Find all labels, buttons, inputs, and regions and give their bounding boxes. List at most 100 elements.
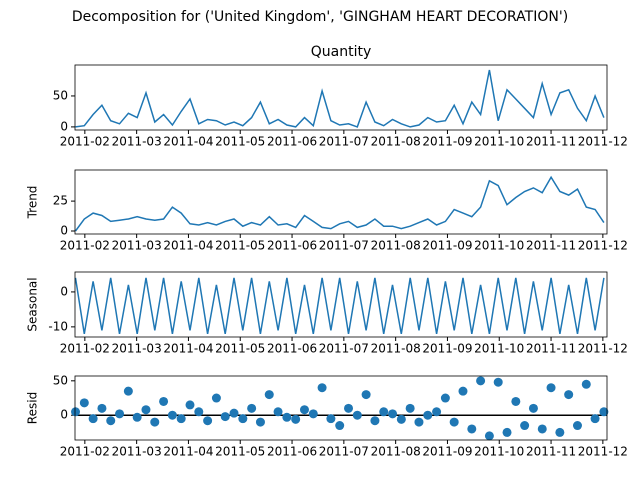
point (370, 416, 380, 426)
x-tick-label: 2011-06 (267, 342, 317, 356)
point (97, 403, 107, 413)
point (520, 421, 530, 431)
point (493, 377, 503, 387)
x-tick-label: 2011-03 (112, 342, 162, 356)
y-tick-label: -10 (48, 319, 68, 333)
point (203, 416, 213, 426)
x-tick-label: 2011-10 (474, 342, 524, 356)
x-tick-label: 2011-11 (526, 135, 576, 149)
line (74, 277, 605, 335)
point (220, 412, 230, 422)
point (344, 403, 354, 413)
point (282, 412, 292, 422)
y-tick-label: 50 (53, 88, 68, 102)
x-tick-label: 2011-10 (474, 445, 524, 459)
x-tick-label: 2011-02 (60, 135, 110, 149)
point (528, 403, 538, 413)
point (291, 414, 301, 424)
point (238, 414, 248, 424)
x-tick-label: 2011-11 (526, 239, 576, 253)
x-tick-label: 2011-08 (371, 445, 421, 459)
point (106, 416, 116, 426)
x-tick-label: 2011-12 (578, 342, 628, 356)
x-tick-label: 2011-07 (319, 342, 369, 356)
point (546, 383, 556, 393)
axes-frame (74, 64, 608, 131)
point (150, 417, 160, 427)
point (555, 427, 565, 437)
point (194, 407, 204, 417)
point (564, 390, 574, 400)
axes-frame (74, 271, 608, 338)
point (396, 414, 406, 424)
axes-frame (74, 375, 608, 441)
x-tick-label: 2011-12 (578, 239, 628, 253)
point (572, 421, 582, 431)
figure-title: Decomposition for ('United Kingdom', 'GI… (72, 9, 568, 25)
point (423, 410, 433, 420)
x-tick-label: 2011-06 (267, 135, 317, 149)
point (590, 414, 600, 424)
x-tick-label: 2011-02 (60, 239, 110, 253)
x-tick-label: 2011-07 (319, 239, 369, 253)
point (388, 409, 398, 419)
point (379, 407, 389, 417)
point (211, 393, 221, 403)
point (405, 403, 415, 413)
point (599, 407, 609, 417)
point (176, 414, 186, 424)
point (502, 427, 512, 437)
y-tick-label: 0 (60, 119, 68, 133)
point (352, 410, 362, 420)
point (335, 421, 345, 431)
x-tick-label: 2011-03 (112, 239, 162, 253)
x-tick-label: 2011-07 (319, 445, 369, 459)
point (308, 409, 318, 419)
axes-title: Quantity (311, 44, 372, 60)
point (71, 407, 81, 417)
x-tick-label: 2011-09 (422, 135, 472, 149)
x-tick-label: 2011-07 (319, 135, 369, 149)
x-tick-label: 2011-11 (526, 445, 576, 459)
point (476, 376, 486, 386)
axes-frame (74, 169, 608, 235)
point (264, 390, 274, 400)
point (132, 412, 142, 422)
point (581, 379, 591, 389)
point (255, 417, 265, 427)
y-tick-label: 25 (53, 194, 68, 208)
point (229, 408, 239, 418)
x-tick-label: 2011-05 (215, 445, 265, 459)
x-tick-label: 2011-09 (422, 239, 472, 253)
point (167, 410, 177, 420)
point (247, 403, 257, 413)
x-tick-label: 2011-03 (112, 135, 162, 149)
y-tick-label: 0 (60, 224, 68, 238)
x-tick-label: 2011-09 (422, 445, 472, 459)
x-tick-label: 2011-06 (267, 445, 317, 459)
x-tick-label: 2011-06 (267, 239, 317, 253)
y-tick-label: 0 (60, 284, 68, 298)
x-tick-label: 2011-03 (112, 445, 162, 459)
x-tick-label: 2011-02 (60, 445, 110, 459)
point (449, 417, 459, 427)
x-tick-label: 2011-08 (371, 135, 421, 149)
line (74, 175, 605, 232)
x-tick-label: 2011-04 (163, 239, 213, 253)
point (299, 405, 309, 415)
point (511, 396, 521, 406)
point (159, 396, 169, 406)
point (273, 407, 283, 417)
x-tick-label: 2011-04 (163, 342, 213, 356)
point (414, 417, 424, 427)
point (123, 386, 133, 396)
x-tick-label: 2011-05 (215, 135, 265, 149)
x-tick-label: 2011-11 (526, 342, 576, 356)
x-tick-label: 2011-12 (578, 445, 628, 459)
x-tick-label: 2011-05 (215, 239, 265, 253)
x-tick-label: 2011-10 (474, 239, 524, 253)
y-axis-label: Resid (26, 392, 40, 424)
point (141, 405, 151, 415)
